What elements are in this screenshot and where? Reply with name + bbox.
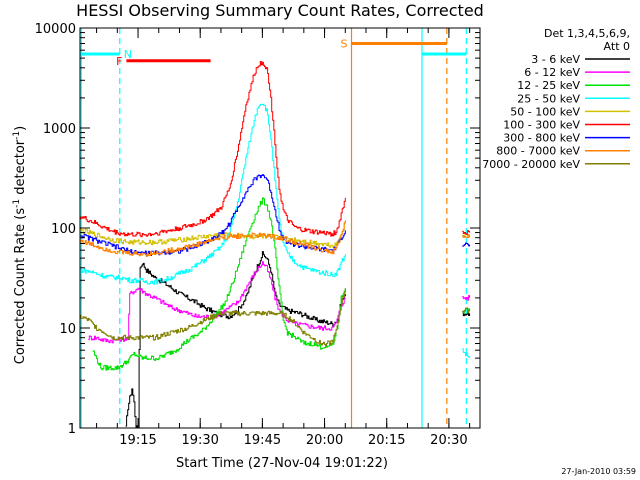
legend-label-1: 6 - 12 keV	[524, 66, 580, 79]
x-tick-label-4: 20:15	[368, 433, 405, 448]
series-5-segment-0	[80, 61, 346, 238]
footer-date: 27-Jan-2010 03:59	[561, 467, 636, 476]
x-tick-label-3: 20:00	[306, 433, 343, 448]
legend-label-4: 50 - 100 keV	[510, 105, 580, 118]
series-1-segment-0	[88, 261, 346, 344]
flag-label-1: F	[116, 55, 122, 68]
y-tick-label-2: 100	[51, 222, 76, 237]
legend-header-1: Det 1,3,4,5,6,9,	[544, 27, 630, 40]
y-label-main: Corrected Count Rate (s	[13, 208, 28, 365]
series-8-segment-0	[80, 288, 346, 347]
series-8-segment-1	[462, 307, 471, 314]
series-3-segment-0	[80, 103, 346, 285]
y-tick-label-1: 10	[59, 322, 76, 337]
series-3-segment-1	[462, 348, 471, 359]
x-tick-label-1: 19:30	[181, 433, 218, 448]
plot-content: NF S	[80, 28, 471, 429]
x-tick-label-2: 19:45	[244, 433, 281, 448]
chart-title: HESSI Observing Summary Count Rates, Cor…	[76, 1, 484, 20]
legend-header-2: Att 0	[604, 40, 630, 53]
series-1-segment-1	[462, 295, 471, 301]
series-0-segment-1	[462, 310, 471, 317]
y-tick-label-0: 1	[68, 422, 76, 437]
series-7-segment-1	[462, 234, 471, 238]
x-tick-label-5: 20:30	[430, 433, 467, 448]
y-tick-label-3: 1000	[43, 122, 76, 137]
x-axis-label: Start Time (27-Nov-04 19:01:22)	[176, 456, 388, 471]
y-label-sup2: -1	[12, 131, 22, 140]
axis-ticks: 1 10 100 1000 10000 19:15 19:30 19:45 20:00 20:15…	[35, 22, 480, 448]
plot-frame	[79, 27, 481, 429]
legend-label-7: 800 - 7000 keV	[496, 145, 580, 158]
x-tick-label-0: 19:15	[119, 433, 156, 448]
y-label-mid: detector	[13, 139, 28, 199]
y-tick-label-4: 10000	[35, 22, 76, 37]
series-6-segment-1	[462, 242, 471, 247]
y-axis-label: Corrected Count Rate (s-1 detector-1)	[12, 126, 28, 364]
legend-label-0: 3 - 6 keV	[531, 53, 580, 66]
y-label-end: )	[13, 126, 28, 131]
legend-label-8: 7000 - 20000 keV	[482, 158, 580, 171]
flag-label-2: S	[341, 37, 348, 50]
series-7-segment-0	[80, 220, 346, 257]
y-label-sup1: -1	[12, 199, 22, 208]
legend-label-5: 100 - 300 keV	[503, 119, 580, 132]
series-2-segment-0	[92, 197, 346, 371]
legend-label-2: 12 - 25 keV	[517, 79, 580, 92]
series-6-segment-0	[80, 174, 346, 256]
legend-label-3: 25 - 50 keV	[517, 92, 580, 105]
legend-label-6: 300 - 800 keV	[503, 132, 580, 145]
series-5-segment-1	[462, 230, 471, 235]
flag-label-0: N	[124, 48, 132, 61]
